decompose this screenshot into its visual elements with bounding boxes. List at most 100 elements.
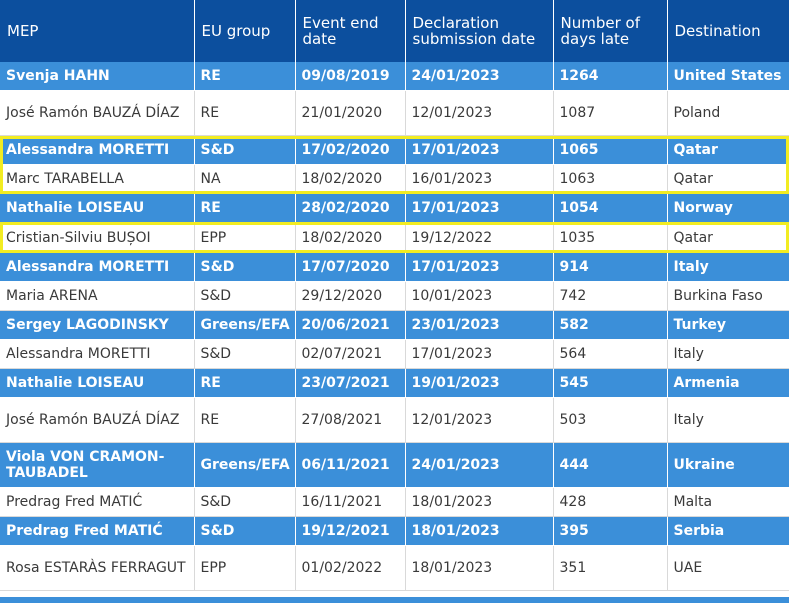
cell-submission-date: 19/12/2022 <box>405 222 554 253</box>
table-row: Predrag Fred MATIĆ S&D 19/12/2021 18/01/… <box>0 516 789 546</box>
cell-days-late: 351 <box>553 545 668 591</box>
cell-destination: Ukraine <box>667 442 789 488</box>
cell-submission-date: 17/01/2023 <box>405 135 554 165</box>
cell-eu-group: Greens/EFA <box>194 442 296 488</box>
cell-event-end-date: 17/02/2020 <box>295 135 406 165</box>
cell-days-late: 564 <box>553 339 668 369</box>
cell-mep: Alessandra MORETTI <box>0 135 195 165</box>
table-row: José Ramón BAUZÁ DÍAZ RE 27/08/2021 12/0… <box>0 397 789 443</box>
cell-days-late: 428 <box>553 487 668 517</box>
cell-event-end-date: 01/02/2022 <box>295 545 406 591</box>
header-days-late: Number of days late <box>553 0 668 62</box>
cell-event-end-date: 18/02/2020 <box>295 222 406 253</box>
table-row: Cristian-Silviu BUȘOI EPP 18/02/2020 19/… <box>0 222 789 253</box>
cell-mep: Alessandra MORETTI <box>0 339 195 369</box>
header-destination: Destination <box>667 0 789 62</box>
cell-days-late: 1087 <box>553 90 668 136</box>
table-header: MEP EU group Event end date Declaration … <box>0 0 789 62</box>
cell-mep: Maria ARENA <box>0 281 195 311</box>
cell-event-end-date: 18/02/2020 <box>295 164 406 194</box>
cell-eu-group: RE <box>194 193 296 223</box>
cell-destination: Armenia <box>667 368 789 398</box>
cell-event-end-date: 09/08/2019 <box>295 62 406 91</box>
table-row: Svenja HAHN RE 09/08/2019 24/01/2023 126… <box>0 62 789 91</box>
table-row: Rosa ESTARÀS FERRAGUT EPP 01/02/2022 18/… <box>0 545 789 591</box>
cell-destination: United States <box>667 62 789 91</box>
header-eu-group: EU group <box>194 0 296 62</box>
cell-eu-group: RE <box>194 368 296 398</box>
table-row: Alessandra MORETTI S&D 17/07/2020 17/01/… <box>0 252 789 282</box>
cell-destination: Qatar <box>667 135 789 165</box>
cell-eu-group: S&D <box>194 516 296 546</box>
cell-days-late: 914 <box>553 252 668 282</box>
cell-days-late: 503 <box>553 397 668 443</box>
header-mep: MEP <box>0 0 195 62</box>
cell-days-late: 1264 <box>553 62 668 91</box>
cell-destination: Serbia <box>667 516 789 546</box>
cell-event-end-date: 28/02/2020 <box>295 193 406 223</box>
table-row: Alessandra MORETTI S&D 17/02/2020 17/01/… <box>0 135 789 165</box>
cell-mep: Marc TARABELLA <box>0 164 195 194</box>
cell-event-end-date: 16/11/2021 <box>295 487 406 517</box>
cell-mep: Svenja HAHN <box>0 62 195 91</box>
cell-mep: José Ramón BAUZÁ DÍAZ <box>0 90 195 136</box>
cell-destination: Qatar <box>667 164 789 194</box>
cell-destination: Italy <box>667 339 789 369</box>
table-row: Marc TARABELLA NA 18/02/2020 16/01/2023 … <box>0 164 789 194</box>
header-declaration-submission-date: Declaration submission date <box>405 0 554 62</box>
cell-eu-group: RE <box>194 90 296 136</box>
cell-days-late: 1035 <box>553 222 668 253</box>
table-row: Viola VON CRAMON-TAUBADEL Greens/EFA 06/… <box>0 442 789 488</box>
next-row-edge <box>0 597 789 603</box>
cell-mep: Viola VON CRAMON-TAUBADEL <box>0 442 195 488</box>
cell-mep: José Ramón BAUZÁ DÍAZ <box>0 397 195 443</box>
cell-submission-date: 10/01/2023 <box>405 281 554 311</box>
cell-event-end-date: 02/07/2021 <box>295 339 406 369</box>
table-row: Predrag Fred MATIĆ S&D 16/11/2021 18/01/… <box>0 487 789 517</box>
cell-eu-group: RE <box>194 397 296 443</box>
cell-eu-group: S&D <box>194 281 296 311</box>
header-event-end-date: Event end date <box>295 0 406 62</box>
cell-destination: UAE <box>667 545 789 591</box>
cell-mep: Nathalie LOISEAU <box>0 368 195 398</box>
cell-submission-date: 18/01/2023 <box>405 516 554 546</box>
cell-event-end-date: 21/01/2020 <box>295 90 406 136</box>
cell-event-end-date: 29/12/2020 <box>295 281 406 311</box>
cell-event-end-date: 19/12/2021 <box>295 516 406 546</box>
cell-eu-group: S&D <box>194 252 296 282</box>
cell-event-end-date: 17/07/2020 <box>295 252 406 282</box>
cell-days-late: 742 <box>553 281 668 311</box>
cell-days-late: 444 <box>553 442 668 488</box>
cell-eu-group: Greens/EFA <box>194 310 296 340</box>
cell-days-late: 582 <box>553 310 668 340</box>
cell-days-late: 545 <box>553 368 668 398</box>
table-row: Nathalie LOISEAU RE 28/02/2020 17/01/202… <box>0 193 789 223</box>
cell-destination: Norway <box>667 193 789 223</box>
cell-submission-date: 12/01/2023 <box>405 397 554 443</box>
cell-mep: Rosa ESTARÀS FERRAGUT <box>0 545 195 591</box>
cell-destination: Malta <box>667 487 789 517</box>
cell-submission-date: 16/01/2023 <box>405 164 554 194</box>
cell-days-late: 395 <box>553 516 668 546</box>
cell-destination: Burkina Faso <box>667 281 789 311</box>
cell-event-end-date: 06/11/2021 <box>295 442 406 488</box>
cell-submission-date: 12/01/2023 <box>405 90 554 136</box>
cell-event-end-date: 23/07/2021 <box>295 368 406 398</box>
cell-eu-group: EPP <box>194 222 296 253</box>
cell-event-end-date: 20/06/2021 <box>295 310 406 340</box>
cell-submission-date: 24/01/2023 <box>405 442 554 488</box>
cell-days-late: 1063 <box>553 164 668 194</box>
table-row: Nathalie LOISEAU RE 23/07/2021 19/01/202… <box>0 368 789 398</box>
cell-mep: Cristian-Silviu BUȘOI <box>0 222 195 253</box>
cell-submission-date: 18/01/2023 <box>405 545 554 591</box>
table-row: Maria ARENA S&D 29/12/2020 10/01/2023 74… <box>0 281 789 311</box>
cell-eu-group: NA <box>194 164 296 194</box>
cell-eu-group: S&D <box>194 487 296 517</box>
cell-submission-date: 17/01/2023 <box>405 193 554 223</box>
table-row: Sergey LAGODINSKY Greens/EFA 20/06/2021 … <box>0 310 789 340</box>
cell-submission-date: 18/01/2023 <box>405 487 554 517</box>
cell-eu-group: S&D <box>194 339 296 369</box>
table-row: Alessandra MORETTI S&D 02/07/2021 17/01/… <box>0 339 789 369</box>
cell-destination: Italy <box>667 252 789 282</box>
